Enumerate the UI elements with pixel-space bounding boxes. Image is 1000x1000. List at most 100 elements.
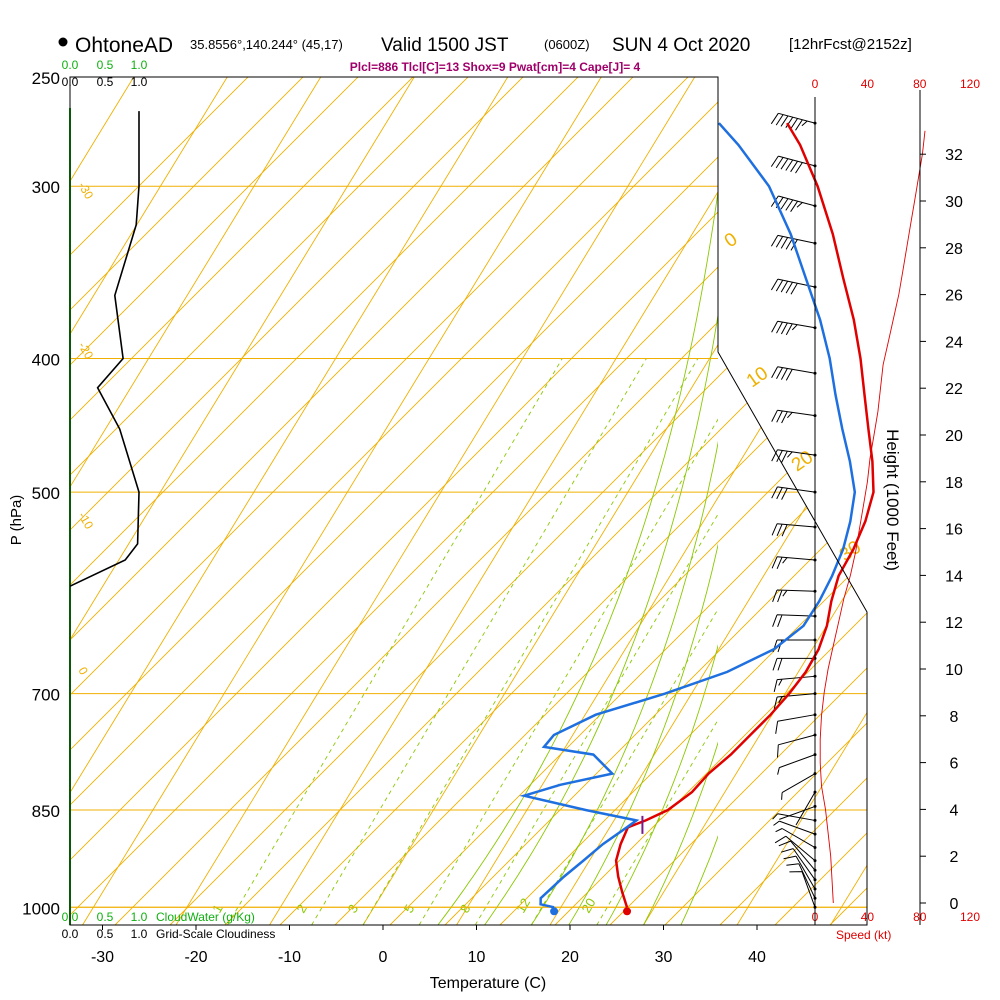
dry-adiabat-line <box>70 77 536 925</box>
temperature-line <box>614 122 875 908</box>
moist-adiabat-line <box>643 741 718 925</box>
cloud-scale-top-green: 0.5 <box>97 58 114 72</box>
isotherm-line <box>736 77 867 925</box>
height-tick-label: 32 <box>945 147 963 164</box>
moist-adiabat-line <box>568 543 718 925</box>
mixing-ratio-label: 5 <box>401 902 418 916</box>
dry-adiabat-line <box>334 77 867 925</box>
wind-barb <box>773 820 816 835</box>
speed-tick-label: 0 <box>812 77 819 91</box>
dry-adiabat-line <box>169 77 867 925</box>
mixing-ratio-label: 12 <box>513 895 533 915</box>
wind-barb <box>771 449 816 463</box>
dry-adiabat-line <box>664 77 867 925</box>
wind-barb <box>773 675 816 693</box>
cloud-scale-bottom-black: 0.5 <box>97 927 114 941</box>
wind-barb <box>783 855 816 890</box>
moist-adiabat-line <box>437 188 718 925</box>
height-tick-label: 0 <box>950 896 959 913</box>
wind-barb <box>772 657 816 671</box>
isotherm-value-label: 0 <box>75 665 91 678</box>
height-tick-label: 12 <box>945 615 963 632</box>
isotherm-line <box>70 77 228 925</box>
wind-barb <box>789 871 816 908</box>
cloud-scale-bottom-black: 0.0 <box>62 927 79 941</box>
wind-barb <box>779 805 816 820</box>
wind-barb <box>777 734 816 758</box>
isotherm-line <box>456 77 867 925</box>
utc-label: (0600Z) <box>544 37 590 52</box>
x-tick-label: 20 <box>561 949 579 966</box>
cloud-scale-bottom-black: 1.0 <box>131 927 148 941</box>
sounding-series <box>519 122 875 916</box>
x-axis-label: Temperature (C) <box>430 975 546 992</box>
height-tick-label: 18 <box>945 475 963 492</box>
wind-barb <box>770 112 816 131</box>
forecast-label: [12hrFcst@2152z] <box>789 36 912 53</box>
speed-tick-label: 120 <box>960 910 980 924</box>
dry-adiabat-line <box>70 77 316 925</box>
dry-adiabat-line <box>70 77 701 925</box>
dry-adiabat-line <box>499 77 867 925</box>
plot-frame <box>69 76 868 926</box>
isotherm-line <box>70 77 322 925</box>
height-tick-label: 10 <box>945 662 963 679</box>
dry-adiabat-line <box>70 77 426 925</box>
x-tick-label: -30 <box>91 949 114 966</box>
mixing-ratio-line <box>227 358 563 925</box>
dewpoint-line <box>519 122 857 909</box>
cloud-scale-top-black: 1.0 <box>131 75 148 89</box>
isotherm-line <box>70 77 509 925</box>
speed-tick-label: 80 <box>913 77 927 91</box>
wind-barb <box>771 523 816 537</box>
height-tick-label: 2 <box>950 849 959 866</box>
cloud-scale-bottom-green: 1.0 <box>131 910 148 924</box>
mixing-ratio-line <box>530 608 718 925</box>
pressure-tick-label: 300 <box>32 178 60 197</box>
pressure-tick-label: 500 <box>32 484 60 503</box>
x-tick-label: 30 <box>655 949 673 966</box>
cloud-scale-top-green: 0.0 <box>62 58 79 72</box>
wind-barb <box>781 773 816 800</box>
height-axis-label: Height (1000 Feet) <box>883 429 902 571</box>
cloudiness-label: Grid-Scale Cloudiness <box>156 927 275 941</box>
wind-barb <box>771 556 816 569</box>
height-tick-label: 14 <box>945 568 963 585</box>
isotherm-value-label: -10 <box>75 510 96 532</box>
mixing-ratio-line <box>474 513 718 925</box>
mixing-ratio-label: 8 <box>457 902 474 916</box>
wind-barb <box>795 791 816 826</box>
wind-barb <box>771 486 816 500</box>
wind-barb <box>775 828 816 848</box>
moist-adiabat-line <box>530 440 718 925</box>
height-tick-label: 28 <box>945 241 963 258</box>
height-tick-label: 6 <box>950 756 959 773</box>
mixing-ratio-line <box>596 719 718 925</box>
height-tick-label: 30 <box>945 194 963 211</box>
wind-barb <box>770 155 816 174</box>
dry-adiabat-line <box>70 77 867 925</box>
station-dot-icon <box>58 37 68 47</box>
wind-barb <box>771 366 816 381</box>
dry-adiabat-line <box>70 77 756 925</box>
wind-barb <box>786 863 816 899</box>
axis-ticks: -30 -20 -10 0 10 20 30 400246810121416182022242… <box>62 58 981 966</box>
dry-adiabat-line <box>224 77 867 925</box>
wind-speed-profile <box>819 130 926 904</box>
isotherm-line <box>549 77 867 925</box>
x-tick-label: -20 <box>184 949 207 966</box>
pressure-tick-label: 700 <box>32 686 60 705</box>
dry-adiabat-line <box>70 77 646 925</box>
mixing-ratio-label: 20 <box>578 895 598 915</box>
wind-barb <box>778 840 816 871</box>
dry-adiabat-line <box>279 77 867 925</box>
isotherm-value-label: 30 <box>836 537 865 566</box>
isotherm-value-label: 20 <box>788 447 817 476</box>
height-tick-label: 8 <box>950 709 959 726</box>
isotherm-line <box>82 77 602 925</box>
cloud-scale-top-green: 1.0 <box>131 58 148 72</box>
wind-barb <box>772 589 816 603</box>
dry-adiabat-line <box>70 77 591 925</box>
isotherm-grid <box>70 77 867 925</box>
